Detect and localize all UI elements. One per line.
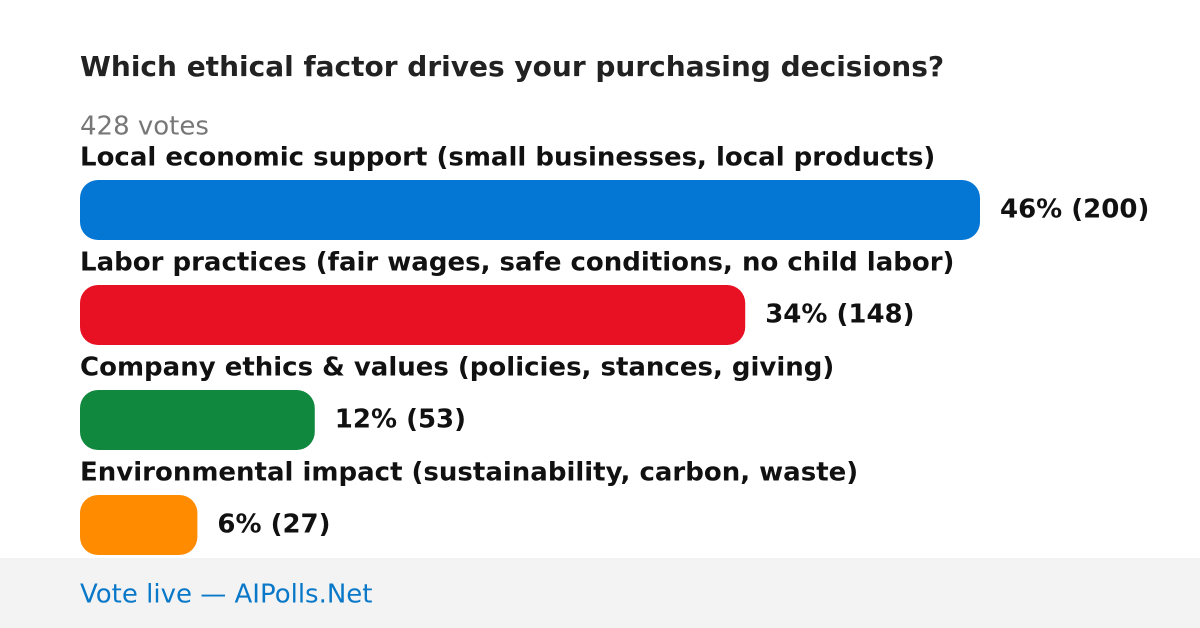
vote-count: 428 votes bbox=[80, 112, 209, 142]
bar bbox=[80, 180, 980, 240]
value-label: 34% (148) bbox=[765, 300, 914, 330]
value-label: 6% (27) bbox=[217, 510, 330, 540]
poll-title: Which ethical factor drives your purchas… bbox=[80, 50, 944, 83]
footer-bar bbox=[0, 558, 1200, 628]
value-label: 46% (200) bbox=[1000, 195, 1149, 225]
bar bbox=[80, 390, 315, 450]
option-label: Environmental impact (sustainability, ca… bbox=[80, 458, 858, 488]
option-label: Labor practices (fair wages, safe condit… bbox=[80, 248, 954, 278]
bar bbox=[80, 285, 746, 345]
option-label: Local economic support (small businesses… bbox=[80, 143, 935, 173]
value-label: 12% (53) bbox=[335, 405, 466, 435]
option-label: Company ethics & values (policies, stanc… bbox=[80, 353, 834, 383]
bar bbox=[80, 495, 198, 555]
footer-link[interactable]: Vote live — AIPolls.Net bbox=[80, 580, 373, 610]
